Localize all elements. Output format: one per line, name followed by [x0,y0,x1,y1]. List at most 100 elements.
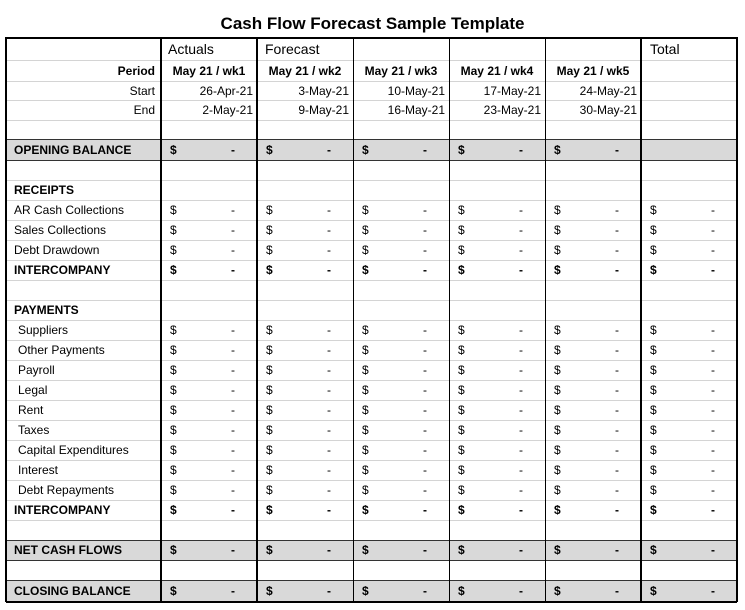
amount: - [711,403,715,417]
currency-symbol: $ [650,363,657,377]
amount: - [423,142,427,157]
currency-symbol: $ [458,203,465,217]
amount: - [711,463,715,477]
date-cell: 30-May-21 [579,103,637,117]
amount: - [327,263,331,277]
date-cell: 16-May-21 [387,103,445,117]
currency-symbol: $ [650,383,657,397]
currency-symbol: $ [170,223,177,237]
row-line [6,139,737,140]
amount: - [711,223,715,237]
amount: - [711,483,715,497]
row-line [6,320,737,321]
currency-symbol: $ [554,383,561,397]
currency-symbol: $ [650,443,657,457]
amount: - [231,363,235,377]
currency-symbol: $ [170,343,177,357]
amount: - [423,543,427,557]
currency-symbol: $ [266,142,273,157]
amount: - [231,543,235,557]
currency-symbol: $ [266,483,273,497]
currency-symbol: $ [554,363,561,377]
amount: - [423,343,427,357]
currency-symbol: $ [650,203,657,217]
currency-symbol: $ [458,483,465,497]
amount: - [711,503,715,517]
amount: - [231,343,235,357]
amount: - [615,463,619,477]
currency-symbol: $ [266,443,273,457]
row-line [6,440,737,441]
currency-symbol: $ [458,243,465,257]
currency-symbol: $ [554,543,561,557]
row-label: CLOSING BALANCE [14,584,131,598]
currency-symbol: $ [362,243,369,257]
currency-symbol: $ [362,543,369,557]
currency-symbol: $ [458,584,465,598]
currency-symbol: $ [170,203,177,217]
amount: - [327,483,331,497]
amount: - [231,463,235,477]
currency-symbol: $ [362,323,369,337]
amount: - [711,243,715,257]
amount: - [711,584,715,598]
currency-symbol: $ [266,584,273,598]
row-label: Legal [18,383,48,397]
column-line [736,37,738,602]
amount: - [423,323,427,337]
row-line [6,120,737,121]
currency-symbol: $ [650,323,657,337]
amount: - [231,243,235,257]
currency-symbol: $ [266,383,273,397]
currency-symbol: $ [170,403,177,417]
currency-symbol: $ [266,323,273,337]
amount: - [423,363,427,377]
currency-symbol: $ [170,463,177,477]
row-line [6,300,737,301]
date-cell: 24-May-21 [579,83,637,98]
row-line [6,460,737,461]
amount: - [519,223,523,237]
currency-symbol: $ [554,343,561,357]
amount: - [327,323,331,337]
amount: - [423,483,427,497]
amount: - [423,403,427,417]
amount: - [327,543,331,557]
amount: - [231,142,235,157]
currency-symbol: $ [650,463,657,477]
amount: - [519,483,523,497]
row-line [6,480,737,481]
group-header: Total [650,40,680,57]
row-label: Capital Expenditures [18,443,129,457]
period-header: May 21 / wk5 [556,63,630,78]
amount: - [327,463,331,477]
amount: - [615,203,619,217]
amount: - [519,463,523,477]
currency-symbol: $ [554,503,561,517]
amount: - [327,243,331,257]
row-label: Payroll [18,363,55,377]
currency-symbol: $ [650,343,657,357]
currency-symbol: $ [554,463,561,477]
amount: - [327,423,331,437]
currency-symbol: $ [458,403,465,417]
row-line [6,420,737,421]
amount: - [711,543,715,557]
group-header: Actuals [168,40,214,57]
currency-symbol: $ [266,343,273,357]
currency-symbol: $ [458,263,465,277]
currency-symbol: $ [554,443,561,457]
amount: - [615,363,619,377]
row-fill [6,540,737,560]
amount: - [519,383,523,397]
currency-symbol: $ [266,223,273,237]
amount: - [423,423,427,437]
row-label: Debt Drawdown [14,243,100,257]
row-label: Period [117,63,155,78]
currency-symbol: $ [554,243,561,257]
amount: - [327,443,331,457]
currency-symbol: $ [266,203,273,217]
row-line [6,520,737,521]
row-line [6,60,737,61]
currency-symbol: $ [650,243,657,257]
